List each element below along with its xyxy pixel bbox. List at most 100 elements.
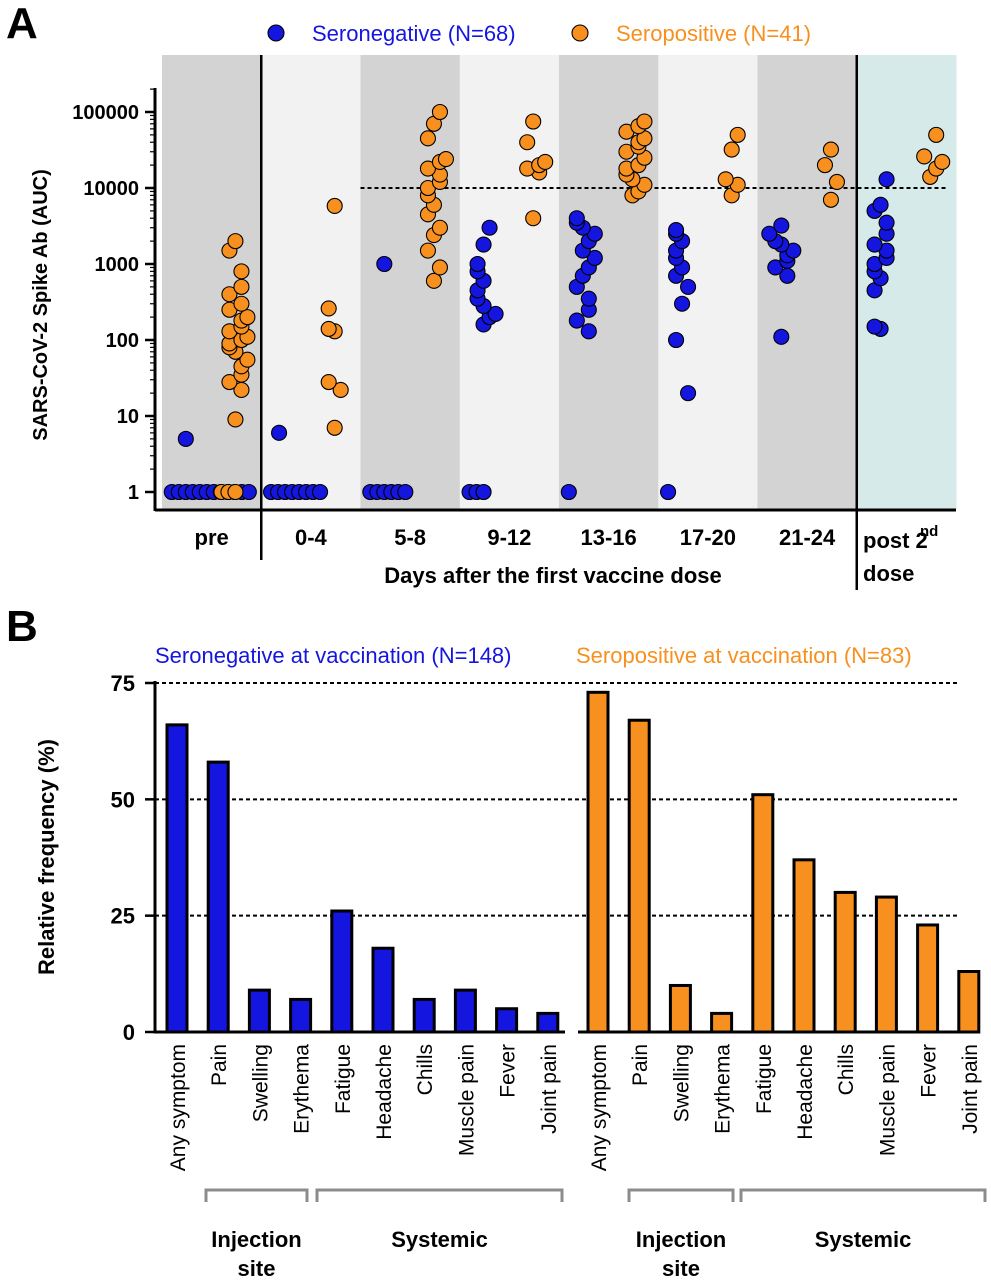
- a-legend-marker-seronegative: [267, 24, 285, 42]
- b-bar-seropositive: [710, 1011, 734, 1034]
- a-x-tick-label-post-line2: dose: [863, 561, 914, 586]
- b-injection-left-label: Injection: [211, 1227, 301, 1252]
- a-point-seropositive: [437, 151, 454, 168]
- a-band-7: [856, 55, 957, 510]
- a-point-seronegative: [376, 255, 393, 273]
- b-bar-seropositive: [792, 858, 816, 1034]
- a-band-3: [459, 55, 560, 510]
- b-systemic-right-label: Systemic: [815, 1227, 912, 1252]
- a-point-seropositive: [227, 233, 244, 250]
- b-x-tick-label: Erythema: [291, 1044, 314, 1134]
- a-point-seronegative: [680, 385, 697, 402]
- a-point-seronegative: [872, 196, 889, 213]
- a-data-points: [163, 103, 951, 501]
- a-point-seronegative: [660, 483, 677, 501]
- b-y-axis-label: Relative frequency (%): [34, 739, 59, 975]
- a-point-seronegative: [481, 219, 498, 236]
- a-point-seronegative: [866, 318, 883, 335]
- b-y-tick-label: 75: [111, 671, 135, 696]
- a-point-seronegative: [773, 217, 790, 234]
- a-x-tick-label: 9-12: [487, 525, 531, 550]
- b-bars: [165, 690, 981, 1034]
- a-point-seropositive: [221, 286, 238, 303]
- a-x-tick-label: 5-8: [394, 525, 426, 550]
- b-x-tick-label: Chills: [835, 1044, 858, 1095]
- a-point-seropositive: [723, 141, 740, 158]
- b-injection-left-label: site: [238, 1256, 276, 1280]
- b-x-tick-label: Fever: [497, 1044, 520, 1098]
- a-y-tick-label: 1000: [95, 254, 140, 276]
- a-point-seropositive: [431, 259, 448, 276]
- a-point-seronegative: [177, 430, 194, 447]
- a-point-seronegative: [866, 236, 883, 253]
- a-point-seropositive: [636, 113, 653, 130]
- a-band-1: [261, 55, 361, 510]
- b-bar-seropositive: [833, 890, 857, 1034]
- a-x-tick-labels: pre 0-4 5-8 9-12 13-16 17-20 21-24 post 2nd dose: [195, 523, 939, 586]
- b-x-tick-label: Swelling: [249, 1044, 272, 1122]
- a-point-seropositive: [431, 103, 448, 121]
- b-x-tick-label: Headache: [794, 1044, 817, 1140]
- a-point-seronegative: [271, 424, 288, 441]
- a-point-seropositive: [332, 381, 349, 399]
- b-x-tick-label: Muscle pain: [455, 1044, 478, 1156]
- a-point-seropositive: [425, 272, 442, 289]
- a-y-tick-label: 10: [117, 406, 139, 428]
- a-y-tick-label: 10000: [83, 178, 139, 200]
- a-point-seronegative: [586, 249, 603, 267]
- a-point-seropositive: [419, 242, 436, 259]
- b-y-tick-label: 0: [123, 1020, 135, 1045]
- b-bar-seropositive: [668, 983, 692, 1034]
- b-x-tick-labels: Any symptom Pain Swelling Erythema Fatigue He…: [167, 1044, 982, 1172]
- a-point-seropositive: [729, 126, 746, 143]
- b-x-tick-label: Joint pain: [959, 1044, 982, 1134]
- b-bar-seropositive: [751, 793, 775, 1034]
- a-axes: [153, 55, 956, 590]
- a-point-seropositive: [431, 219, 448, 236]
- b-gridlines: [155, 682, 960, 917]
- b-group-title-seronegative: Seronegative at vaccination (N=148): [155, 643, 512, 668]
- a-point-seronegative: [773, 328, 790, 345]
- a-point-seropositive: [233, 278, 250, 295]
- a-y-tick-label: 100000: [72, 102, 139, 124]
- b-axes: [153, 681, 970, 1034]
- b-bar-seronegative: [495, 1007, 519, 1034]
- a-point-seropositive: [233, 295, 250, 312]
- a-legend-marker-seropositive: [571, 24, 589, 42]
- b-bar-seronegative: [289, 997, 313, 1034]
- a-point-seropositive: [525, 113, 542, 130]
- b-x-tick-label: Pain: [629, 1044, 652, 1086]
- a-point-seronegative: [680, 278, 697, 295]
- b-bar-seropositive: [957, 970, 981, 1034]
- a-legend-label-seronegative: Seronegative (N=68): [312, 21, 516, 46]
- a-point-seropositive: [227, 483, 244, 501]
- a-point-seropositive: [916, 148, 933, 165]
- a-legend: Seronegative (N=68) Seropositive (N=41): [267, 21, 811, 46]
- a-point-seronegative: [487, 305, 504, 323]
- a-point-seropositive: [233, 263, 250, 280]
- b-x-tick-label: Headache: [373, 1044, 396, 1140]
- a-y-ticks: 1 10 100 1000 10000 100000: [72, 88, 155, 504]
- a-point-seropositive: [239, 351, 256, 368]
- a-point-seropositive: [822, 141, 839, 158]
- a-point-seronegative: [580, 323, 597, 340]
- a-point-seropositive: [525, 210, 542, 227]
- panel-label-a: A: [6, 0, 38, 48]
- a-x-tick-label: 0-4: [295, 525, 328, 550]
- b-injection-right-label: Injection: [636, 1227, 726, 1252]
- a-point-seronegative: [580, 290, 597, 307]
- b-injection-right-bracket: [627, 1188, 735, 1202]
- a-point-seronegative: [878, 214, 895, 231]
- a-x-axis-label: Days after the first vaccine dose: [384, 563, 721, 588]
- panel-b: B Seronegative at vaccination (N=148) Se…: [6, 602, 987, 1280]
- a-point-seronegative: [668, 221, 685, 239]
- a-legend-label-seropositive: Seropositive (N=41): [616, 21, 811, 46]
- b-injection-right-label: site: [662, 1256, 700, 1280]
- b-bar-seronegative: [247, 988, 271, 1034]
- a-point-seropositive: [419, 130, 436, 147]
- a-point-seropositive: [828, 173, 845, 191]
- a-point-seropositive: [221, 373, 238, 391]
- a-point-seronegative: [560, 483, 577, 501]
- a-point-seropositive: [519, 134, 536, 151]
